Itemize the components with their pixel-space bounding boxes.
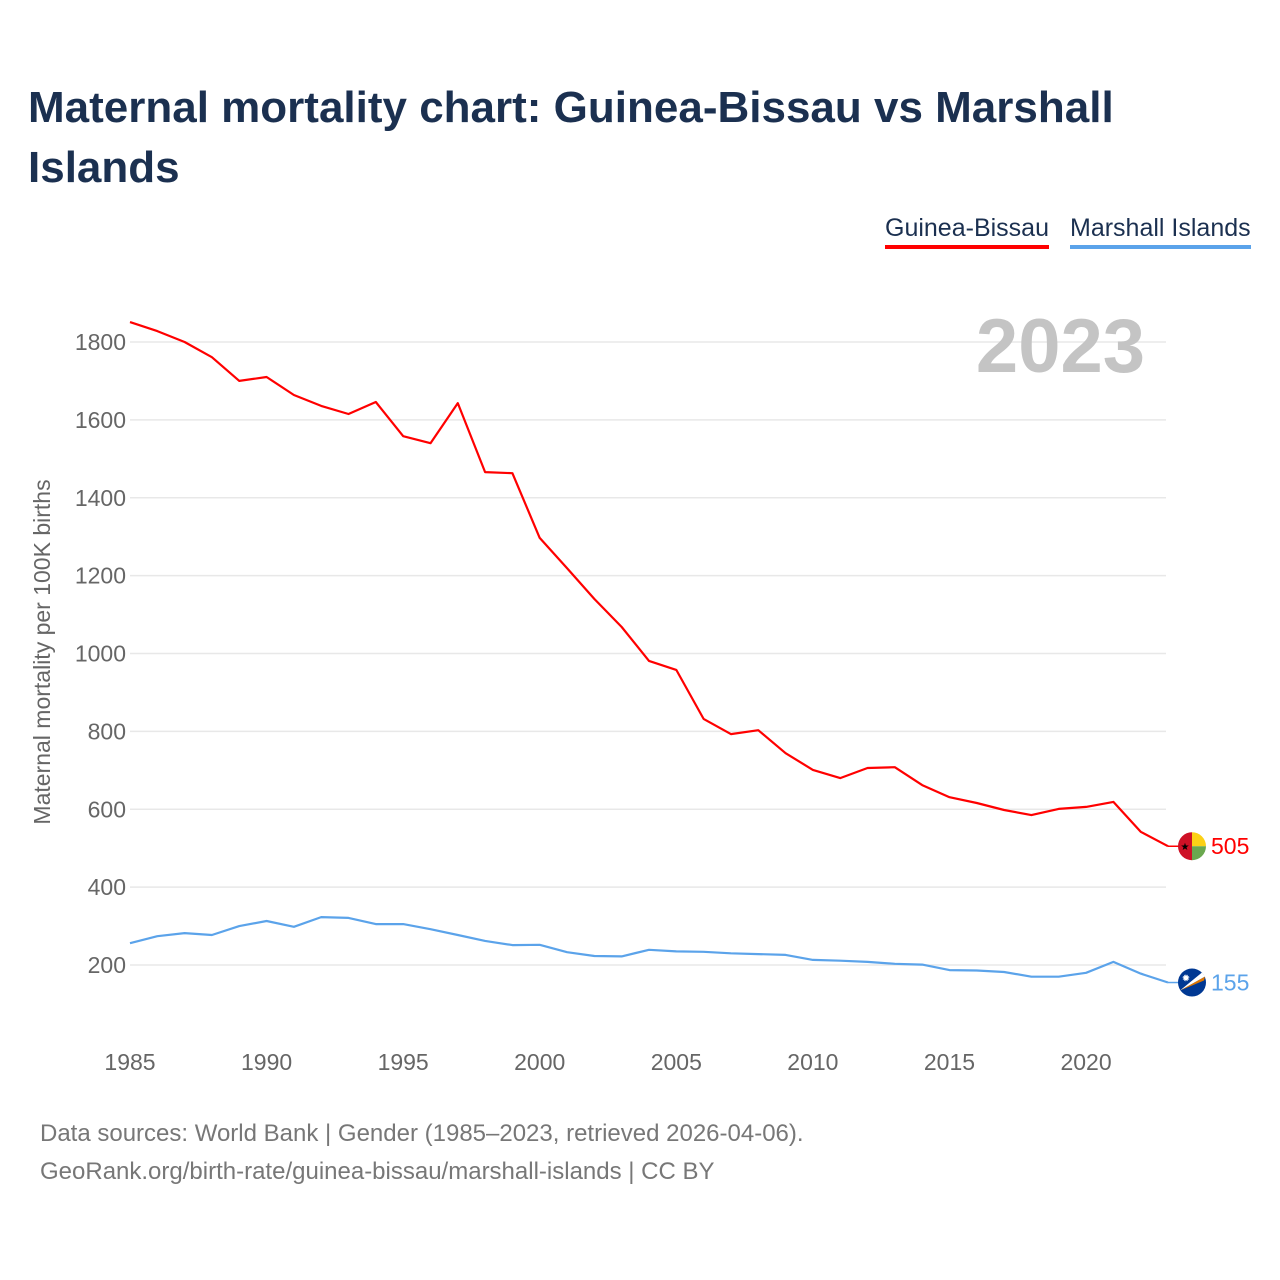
x-tick-label: 2005	[651, 1049, 702, 1075]
flag-part	[1192, 846, 1206, 861]
year-watermark: 2023	[976, 304, 1145, 389]
y-tick-label: 1200	[75, 563, 126, 589]
marshall-islands-flag-icon: ✹	[1178, 968, 1206, 997]
x-tick-label: 1990	[241, 1049, 292, 1075]
x-tick-label: 1995	[378, 1049, 429, 1075]
chart-title: Maternal mortality chart: Guinea-Bissau …	[28, 83, 1114, 192]
y-tick-label: 1000	[75, 641, 126, 667]
y-tick-label: 1800	[75, 329, 126, 355]
x-tick-label: 1985	[104, 1049, 155, 1075]
end-value-label: 155	[1211, 970, 1249, 996]
guinea-bissau-flag-icon: ★	[1178, 832, 1206, 861]
y-tick-label: 1600	[75, 407, 126, 433]
y-tick-label: 200	[88, 952, 126, 978]
x-tick-label: 2015	[924, 1049, 975, 1075]
star-icon: ★	[1181, 842, 1190, 853]
x-tick-label: 2020	[1060, 1049, 1111, 1075]
y-tick-label: 600	[88, 796, 126, 822]
legend-item-marshall-islands[interactable]: Marshall Islands	[1070, 214, 1251, 249]
series-line-marshall-islands	[129, 916, 1169, 984]
flag-part	[1180, 972, 1205, 991]
flag-part	[1178, 832, 1192, 861]
flag-part	[1192, 832, 1206, 847]
legend-item-guinea-bissau[interactable]: Guinea-Bissau	[885, 214, 1049, 249]
y-tick-label: 800	[88, 718, 126, 744]
footer-link[interactable]: GeoRank.org/birth-rate/guinea-bissau/mar…	[40, 1158, 715, 1185]
x-tick-label: 2010	[787, 1049, 838, 1075]
footer-sources: Data sources: World Bank | Gender (1985–…	[40, 1120, 804, 1147]
y-axis-label: Maternal mortality per 100K births	[29, 479, 55, 824]
y-tick-label: 400	[88, 874, 126, 900]
x-tick-label: 2000	[514, 1049, 565, 1075]
star-icon: ✹	[1182, 974, 1190, 985]
end-value-label: 505	[1211, 833, 1249, 859]
y-tick-label: 1400	[75, 485, 126, 511]
series-line-guinea-bissau	[129, 321, 1169, 848]
